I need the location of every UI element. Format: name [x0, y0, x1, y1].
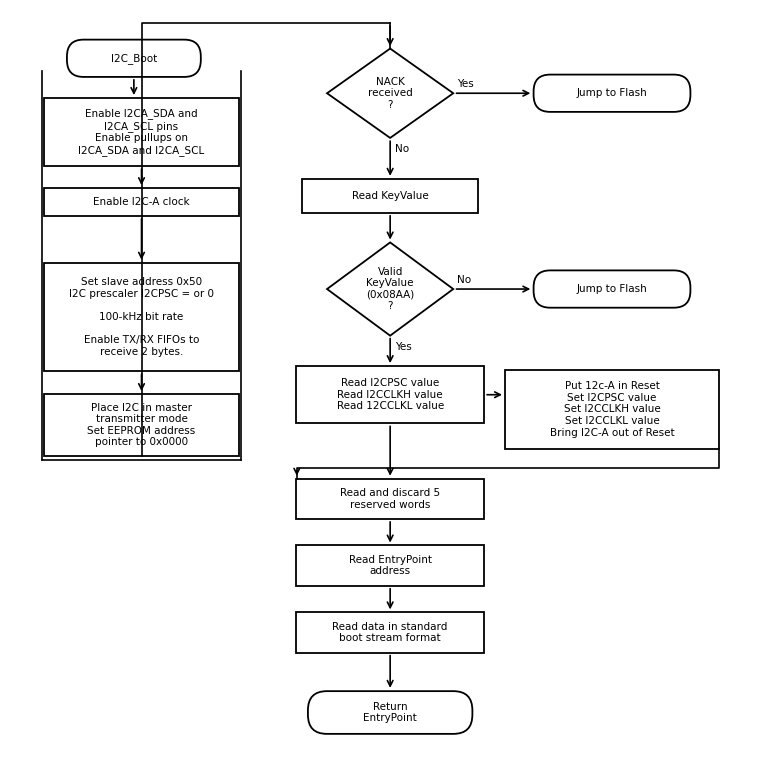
Text: Read data in standard
boot stream format: Read data in standard boot stream format: [333, 622, 448, 643]
FancyBboxPatch shape: [533, 75, 690, 112]
FancyBboxPatch shape: [505, 370, 719, 449]
FancyBboxPatch shape: [296, 366, 484, 423]
Text: Enable I2C-A clock: Enable I2C-A clock: [93, 197, 190, 207]
FancyBboxPatch shape: [44, 394, 239, 456]
Text: Set slave address 0x50
I2C prescaler I2CPSC = or 0

100-kHz bit rate

Enable TX/: Set slave address 0x50 I2C prescaler I2C…: [69, 277, 214, 357]
FancyBboxPatch shape: [296, 479, 484, 519]
Text: Read and discard 5
reserved words: Read and discard 5 reserved words: [340, 488, 440, 510]
FancyBboxPatch shape: [302, 179, 478, 213]
Text: Read KeyValue: Read KeyValue: [352, 191, 428, 200]
FancyBboxPatch shape: [44, 98, 239, 166]
Text: No: No: [457, 275, 470, 284]
Text: Valid
KeyValue
(0x08AA)
?: Valid KeyValue (0x08AA) ?: [366, 267, 415, 312]
Text: Enable I2CA_SDA and
I2CA_SCL pins
Enable pullups on
I2CA_SDA and I2CA_SCL: Enable I2CA_SDA and I2CA_SCL pins Enable…: [78, 108, 205, 156]
Text: Jump to Flash: Jump to Flash: [577, 284, 647, 294]
FancyBboxPatch shape: [44, 263, 239, 371]
Polygon shape: [327, 242, 453, 336]
Text: Jump to Flash: Jump to Flash: [577, 89, 647, 98]
Text: Return
EntryPoint: Return EntryPoint: [363, 702, 417, 723]
FancyBboxPatch shape: [296, 612, 484, 653]
Text: No: No: [395, 145, 409, 154]
FancyBboxPatch shape: [67, 40, 200, 77]
FancyBboxPatch shape: [308, 692, 473, 733]
FancyBboxPatch shape: [44, 188, 239, 216]
Text: Put 12c-A in Reset
Set I2CPSC value
Set I2CCLKH value
Set I2CCLKL value
Bring I2: Put 12c-A in Reset Set I2CPSC value Set …: [550, 382, 674, 437]
FancyBboxPatch shape: [533, 270, 690, 308]
FancyBboxPatch shape: [296, 545, 484, 586]
Polygon shape: [327, 48, 453, 138]
Text: Yes: Yes: [457, 79, 474, 89]
Text: NACK
received
?: NACK received ?: [368, 77, 412, 110]
Text: Yes: Yes: [395, 342, 412, 351]
Text: I2C_Boot: I2C_Boot: [111, 53, 157, 64]
Text: Read I2CPSC value
Read I2CCLKH value
Read 12CCLKL value: Read I2CPSC value Read I2CCLKH value Rea…: [337, 378, 444, 411]
Text: Read EntryPoint
address: Read EntryPoint address: [349, 555, 431, 577]
Text: Place I2C in master
transmitter mode
Set EEPROM address
pointer to 0x0000: Place I2C in master transmitter mode Set…: [87, 402, 196, 448]
